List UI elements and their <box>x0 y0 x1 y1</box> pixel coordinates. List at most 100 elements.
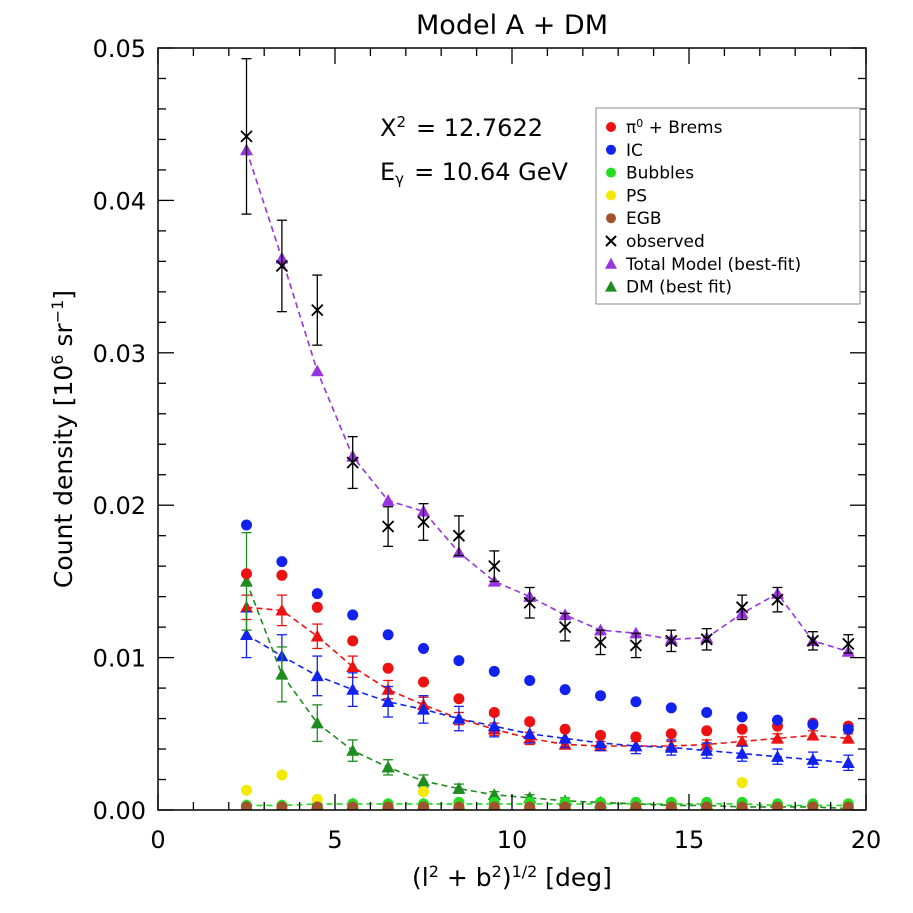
data-point-stroke <box>381 520 395 533</box>
data-point-stroke <box>275 259 289 273</box>
legend-marker <box>606 167 616 178</box>
y-tick-label: 0.03 <box>93 340 146 368</box>
series-dm-best-fit <box>240 531 854 810</box>
data-point <box>346 683 360 695</box>
y-tick-label: 0.05 <box>93 35 146 63</box>
data-point-stroke <box>452 529 466 542</box>
data-point-stroke <box>806 634 820 647</box>
data-point <box>665 702 677 714</box>
legend-label: PS <box>626 186 647 206</box>
data-point <box>842 801 854 810</box>
data-point <box>524 674 536 686</box>
data-point <box>736 723 748 735</box>
data-point <box>665 728 677 740</box>
data-point <box>735 747 749 759</box>
data-point <box>736 801 748 810</box>
x-tick-label: 20 <box>851 826 882 854</box>
legend-label: EGB <box>626 209 662 229</box>
data-point <box>806 753 820 765</box>
data-point <box>240 628 253 640</box>
legend-item: EGB <box>606 209 662 229</box>
data-point <box>558 731 572 744</box>
data-point <box>488 801 500 810</box>
axes: 0 5 10 15 20 0.00 0.01 0.02 0.03 0.04 0.05 (l2 + b2… <box>48 35 882 892</box>
data-point <box>276 769 288 781</box>
x-tick-label: 5 <box>327 826 342 854</box>
data-point <box>311 793 323 805</box>
data-point <box>418 786 429 798</box>
data-point <box>453 801 465 810</box>
data-point <box>310 364 324 377</box>
data-point <box>311 801 323 810</box>
data-point <box>346 660 360 672</box>
legend-marker-stroke <box>605 235 617 247</box>
y-tick-label: 0.02 <box>93 492 146 520</box>
legend-item: π0 + Brems <box>606 117 723 138</box>
data-point <box>595 690 606 702</box>
y-tick-label: 0.00 <box>93 797 146 825</box>
legend-item: DM (best fit) <box>605 278 732 298</box>
data-point <box>701 725 713 737</box>
data-point <box>488 706 500 718</box>
data-point <box>771 750 784 762</box>
series-brems-fit <box>240 594 855 752</box>
data-point <box>559 684 571 696</box>
data-point-stroke <box>700 633 713 646</box>
data-point <box>276 556 288 568</box>
data-point <box>418 642 429 654</box>
series-ic <box>241 519 854 735</box>
data-point <box>310 669 324 682</box>
series-line <box>246 606 849 747</box>
data-point-stroke <box>665 634 678 647</box>
data-point <box>347 801 359 810</box>
series-line <box>245 149 849 653</box>
legend-marker <box>606 144 616 155</box>
data-point <box>382 662 394 674</box>
data-point <box>630 731 642 743</box>
legend-marker <box>605 280 617 292</box>
data-point <box>275 603 289 616</box>
y-tick-label: 0.04 <box>93 187 146 215</box>
annotations: X2 = 12.7622 Eγ = 10.64 GeV <box>380 113 569 188</box>
data-point <box>664 741 678 753</box>
legend-label: DM (best fit) <box>626 278 732 298</box>
series-observed <box>240 58 855 659</box>
x-tick-label: 15 <box>674 826 705 854</box>
data-point-stroke <box>488 560 501 573</box>
data-point <box>559 723 571 735</box>
data-point <box>347 635 359 647</box>
data-point-stroke <box>346 456 359 469</box>
legend-marker <box>605 257 617 269</box>
data-point <box>382 629 394 641</box>
data-point-stroke <box>735 601 749 614</box>
legend-marker <box>606 190 616 201</box>
plot-area <box>240 58 855 810</box>
data-point <box>701 801 713 810</box>
legend-label: Total Model (best-fit) <box>625 255 801 275</box>
data-point <box>772 801 783 810</box>
data-point <box>595 729 606 741</box>
data-point <box>487 788 501 800</box>
legend-item: observed <box>605 232 705 252</box>
data-point <box>311 588 323 600</box>
data-point <box>418 676 429 688</box>
data-point <box>736 777 748 789</box>
data-point <box>310 629 324 642</box>
data-point <box>453 693 465 705</box>
data-point <box>417 774 430 787</box>
data-point <box>772 714 783 726</box>
data-point <box>701 706 713 718</box>
data-point <box>807 801 819 810</box>
data-point <box>453 655 465 667</box>
data-point <box>806 728 820 741</box>
data-point <box>524 716 536 728</box>
data-point <box>241 568 252 580</box>
data-point <box>842 723 854 735</box>
x-axis-label: (l2 + b2)1/2 [deg] <box>412 862 612 893</box>
data-point <box>418 801 429 810</box>
data-point <box>452 712 466 724</box>
data-point <box>241 801 252 810</box>
data-point <box>841 731 855 744</box>
series-ic-fit <box>240 611 855 772</box>
